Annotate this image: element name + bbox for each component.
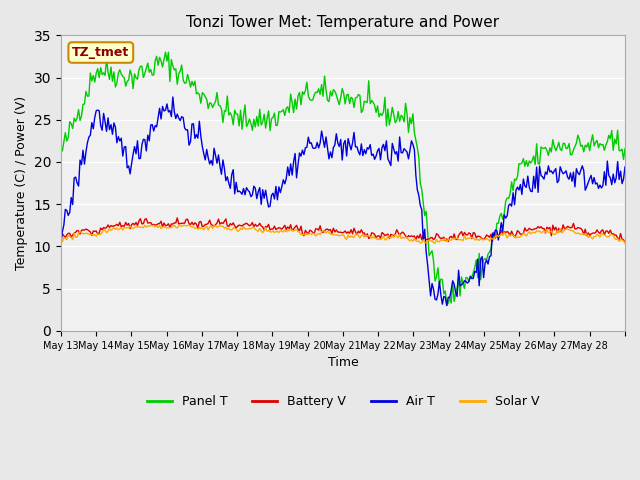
- Y-axis label: Temperature (C) / Power (V): Temperature (C) / Power (V): [15, 96, 28, 270]
- X-axis label: Time: Time: [328, 356, 358, 369]
- Text: TZ_tmet: TZ_tmet: [72, 46, 129, 59]
- Legend: Panel T, Battery V, Air T, Solar V: Panel T, Battery V, Air T, Solar V: [141, 390, 545, 413]
- Title: Tonzi Tower Met: Temperature and Power: Tonzi Tower Met: Temperature and Power: [186, 15, 499, 30]
